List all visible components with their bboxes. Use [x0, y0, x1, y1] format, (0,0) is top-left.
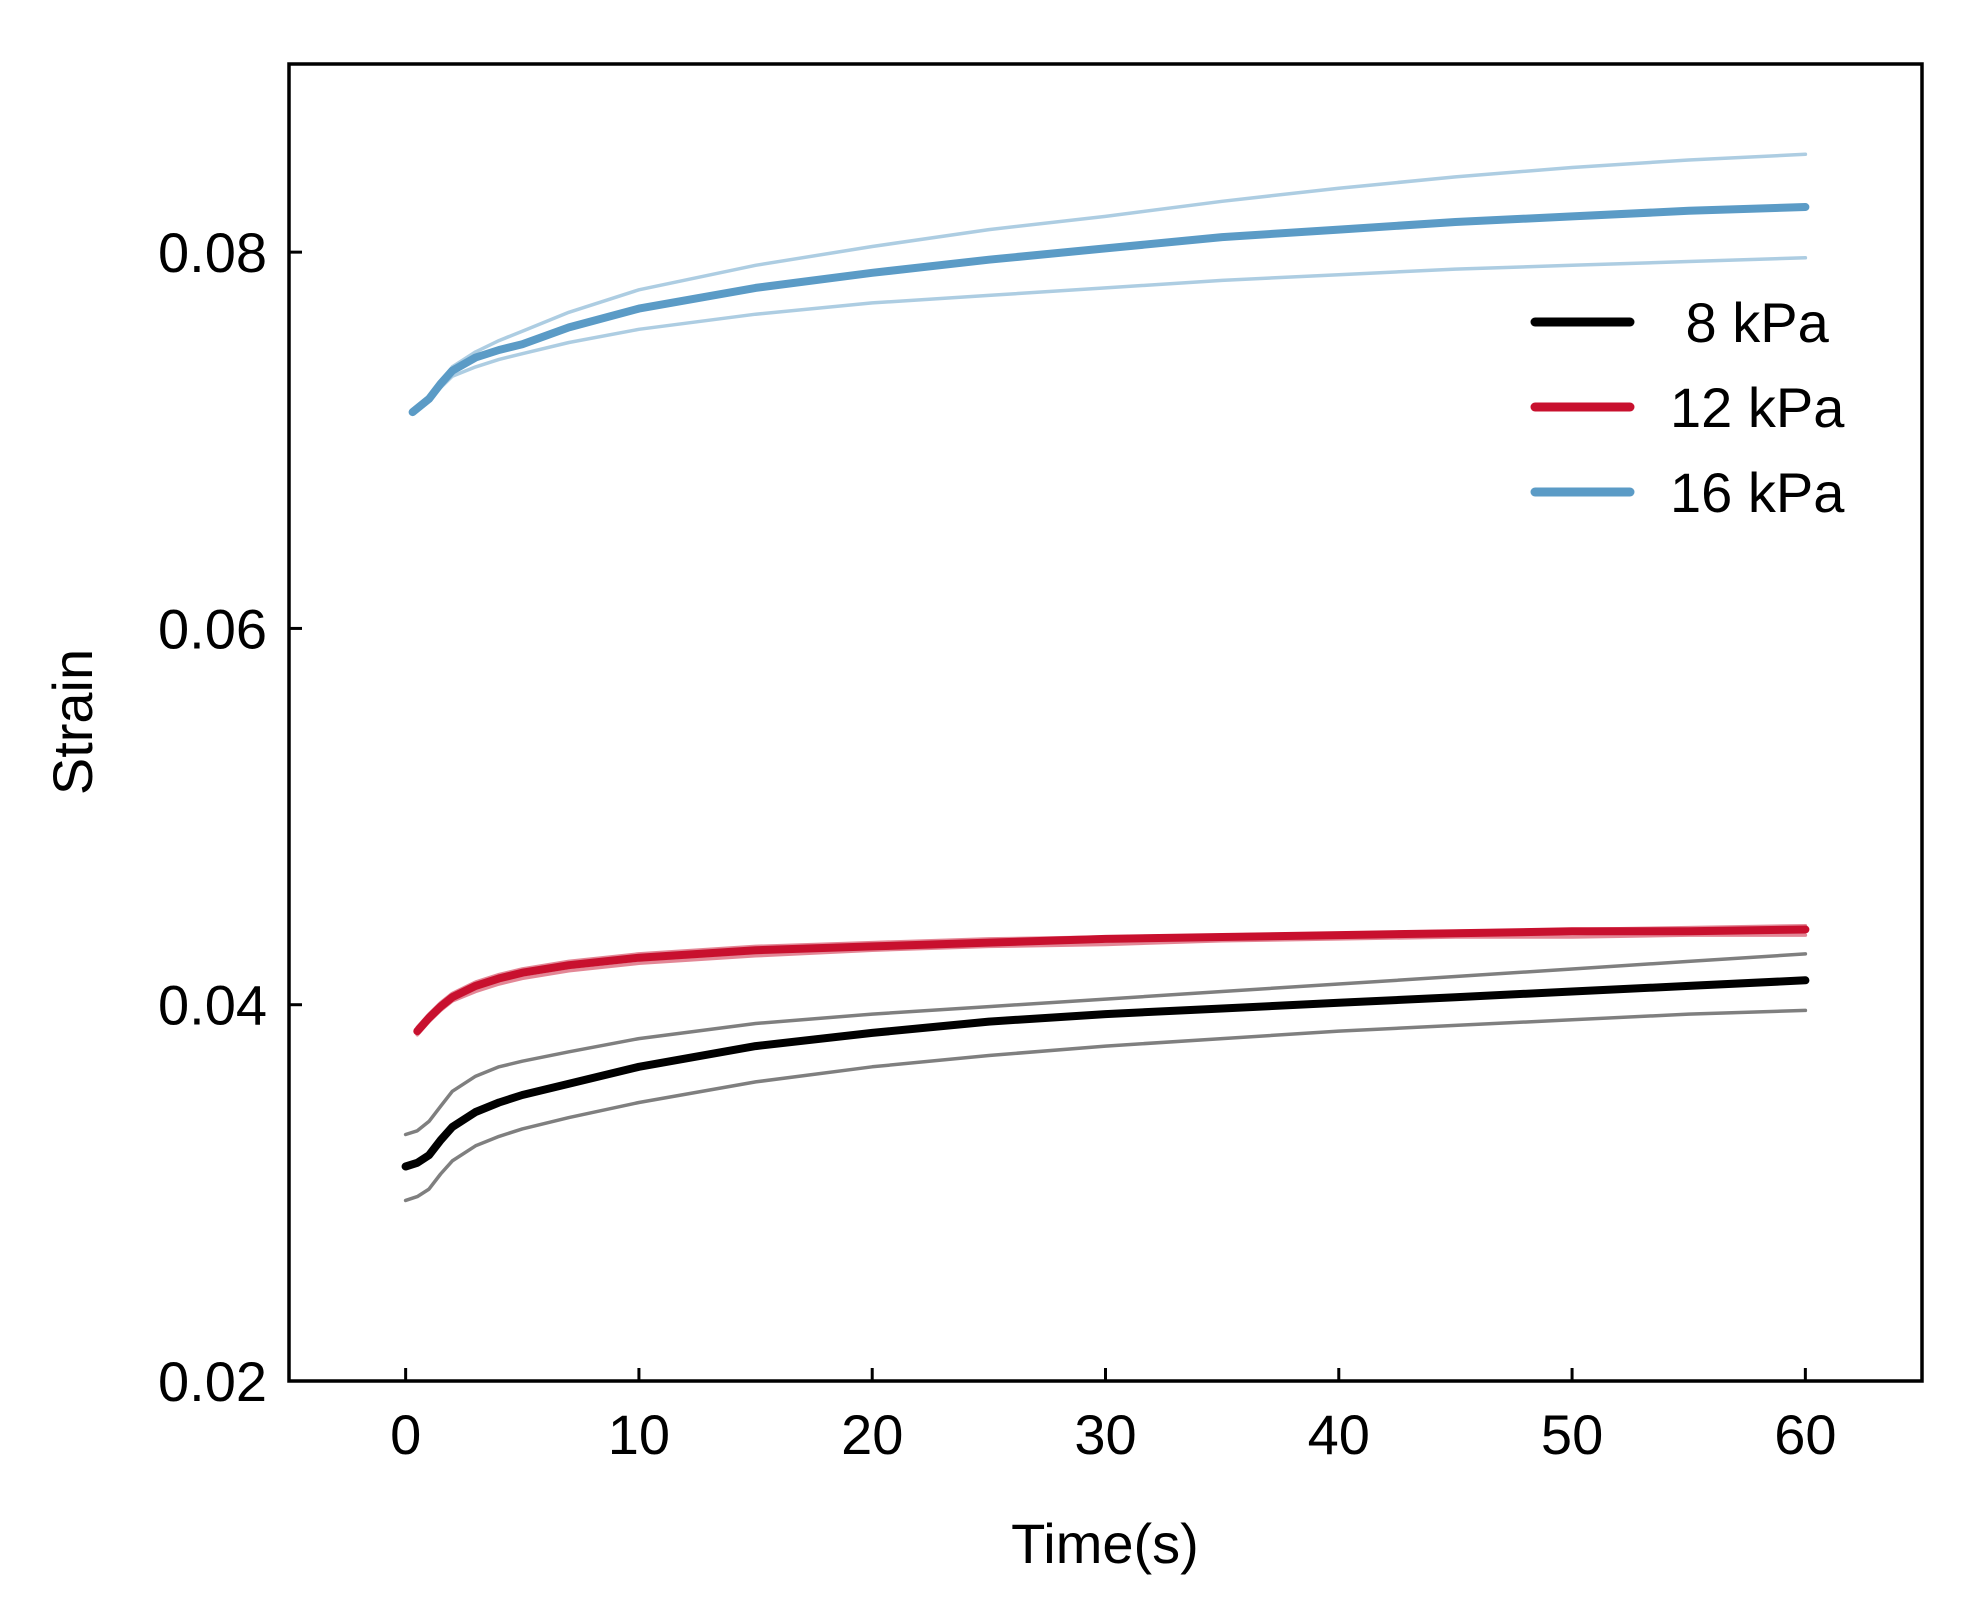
- y-axis-title: Strain: [41, 649, 104, 795]
- legend-label-12-kpa: 12 kPa: [1670, 376, 1845, 439]
- series-line-16-kpa: [408, 203, 1810, 417]
- y-tick-label-0-06: 0.06: [158, 597, 267, 660]
- series-line-8-kpa-upper: [403, 952, 1808, 1137]
- x-tick-label-50: 50: [1541, 1403, 1603, 1466]
- legend-label-8-kpa: 8 kPa: [1670, 291, 1830, 354]
- x-tick-label-10: 10: [608, 1403, 670, 1466]
- y-tick-label-0-08: 0.08: [158, 221, 267, 284]
- x-tick-label-60: 60: [1774, 1403, 1836, 1466]
- x-tick-label-30: 30: [1074, 1403, 1136, 1466]
- x-tick-label-40: 40: [1308, 1403, 1370, 1466]
- legend: 8 kPa 12 kPa 16 kPa: [1530, 291, 1845, 524]
- legend-label-16-kpa: 16 kPa: [1670, 461, 1845, 524]
- x-tick-label-20: 20: [841, 1403, 903, 1466]
- series-layer: [401, 152, 1810, 1203]
- x-axis-title: Time(s): [1011, 1512, 1199, 1575]
- ticks-layer: 0 10 20 30 40 50 60 0.02 0.04 0.06 0.08: [158, 221, 1837, 1466]
- y-tick-label-0-02: 0.02: [158, 1350, 267, 1413]
- x-tick-label-0: 0: [390, 1403, 421, 1466]
- series-line-12-kpa: [413, 925, 1810, 1036]
- series-line-8-kpa: [401, 976, 1810, 1171]
- y-tick-label-0-04: 0.04: [158, 974, 267, 1037]
- series-line-8-kpa-lower: [403, 1008, 1808, 1203]
